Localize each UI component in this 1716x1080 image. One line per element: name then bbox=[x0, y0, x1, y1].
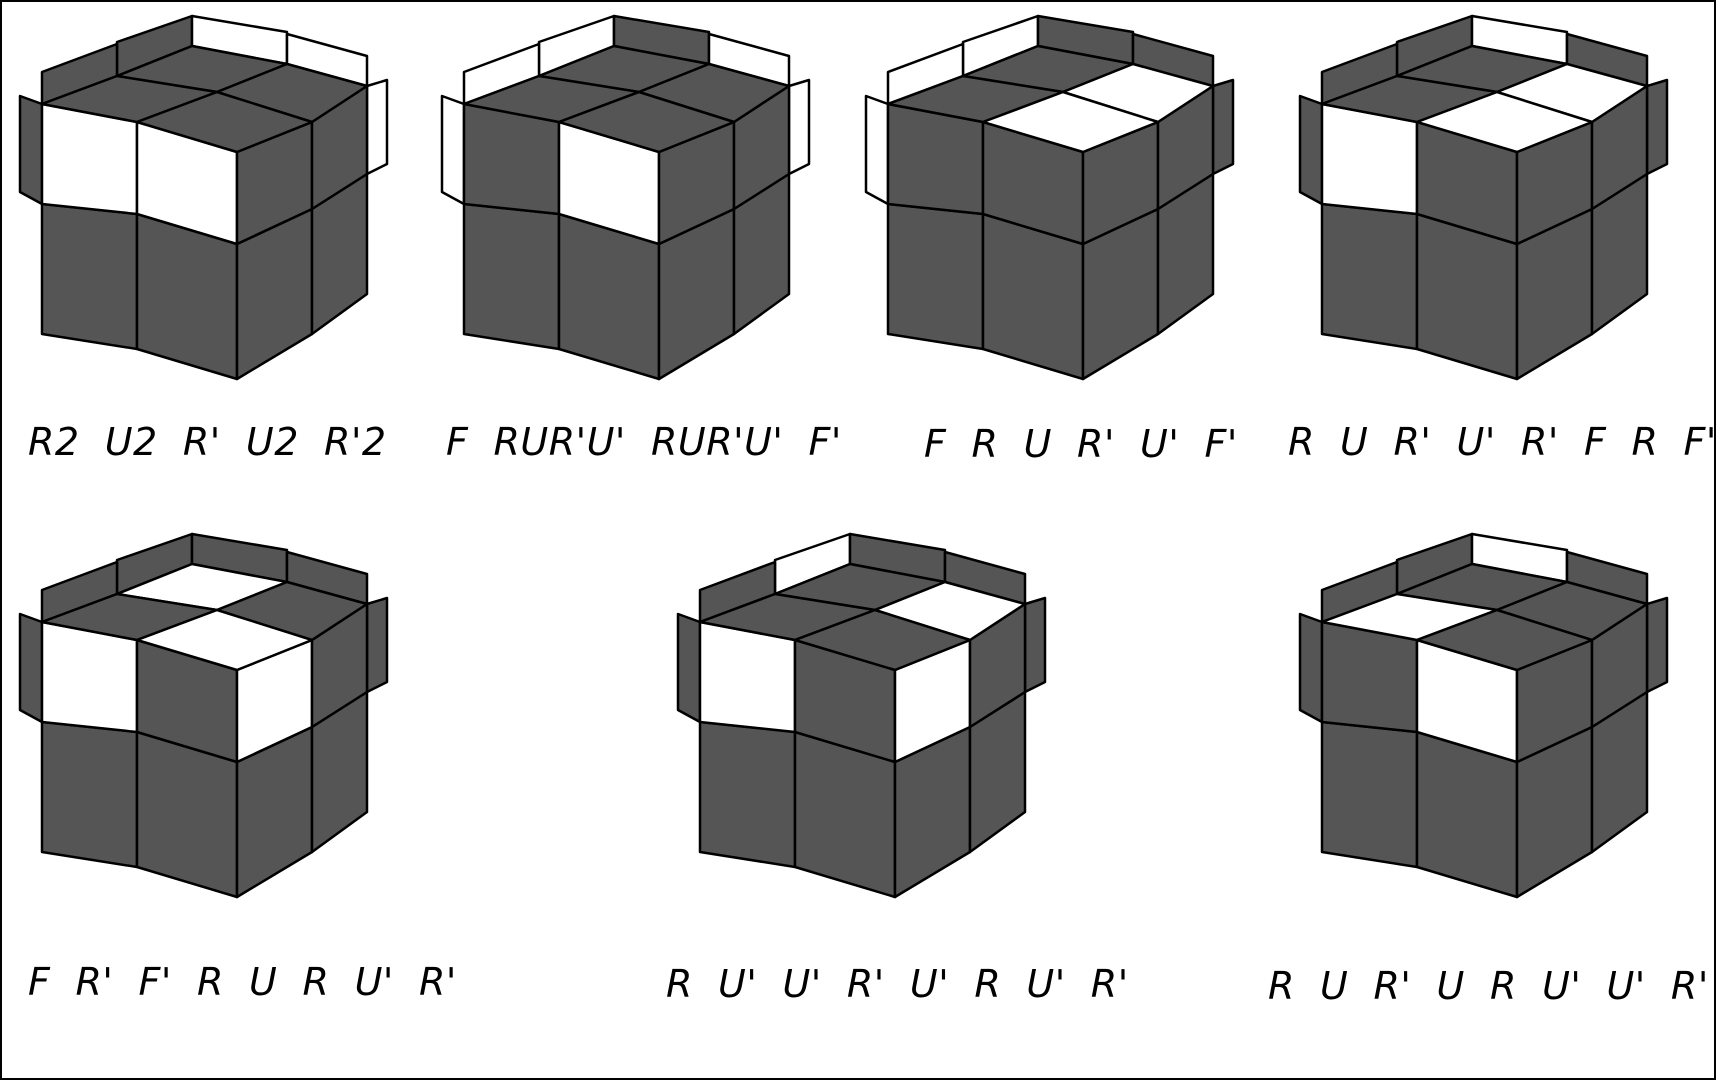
cube-1-top-sticker-4 bbox=[135, 90, 314, 154]
cube-1-side-bar-left-front bbox=[18, 94, 44, 206]
cube-1-lower-sticker-1 bbox=[40, 202, 139, 351]
cube-5-lower-sticker-1 bbox=[40, 720, 139, 869]
cube-1-side-bar-right-front bbox=[365, 78, 389, 176]
algorithm-label-6: R U' U' R' U' R U' R' bbox=[666, 962, 1129, 1006]
algorithm-label-5: F R' F' R U R U' R' bbox=[28, 960, 457, 1004]
cube-diagram-5 bbox=[18, 532, 389, 899]
cube-2-side-bar-right-front bbox=[787, 78, 811, 176]
cube-4-side-bar-right-front bbox=[1645, 78, 1669, 176]
cube-5-top-sticker-4 bbox=[135, 608, 314, 672]
cube-6-lower-sticker-1 bbox=[698, 720, 797, 869]
cube-2-top-sticker-4 bbox=[557, 90, 736, 154]
cube-4-side-bar-left-front bbox=[1298, 94, 1324, 206]
cube-7-side-bar-left-front bbox=[1298, 612, 1324, 724]
cube-3-lower-sticker-1 bbox=[886, 202, 985, 351]
cube-7-top-sticker-4 bbox=[1415, 608, 1594, 672]
cube-5-side-bar-right-front bbox=[365, 596, 389, 694]
cube-7-side-bar-right-front bbox=[1645, 596, 1669, 694]
cube-2-side-bar-left-front bbox=[440, 94, 466, 206]
cube-6-top-sticker-4 bbox=[793, 608, 972, 672]
algorithm-label-7: R U R' U R U' U' R' bbox=[1268, 964, 1709, 1008]
cube-diagram-6 bbox=[676, 532, 1047, 899]
cube-4-top-sticker-4 bbox=[1415, 90, 1594, 154]
algorithm-label-2: F RUR'U' RUR'U' F' bbox=[446, 420, 842, 464]
cube-3-side-bar-left-front bbox=[864, 94, 890, 206]
cube-3-top-sticker-4 bbox=[981, 90, 1160, 154]
algorithm-label-3: F R U R' U' F' bbox=[924, 422, 1238, 466]
cube-diagram-2 bbox=[440, 14, 811, 381]
cube-diagram-4 bbox=[1298, 14, 1669, 381]
cube-2-lower-sticker-1 bbox=[462, 202, 561, 351]
cube-diagram-7 bbox=[1298, 532, 1669, 899]
cube-7-lower-sticker-1 bbox=[1320, 720, 1419, 869]
algorithm-label-1: R2 U2 R' U2 R'2 bbox=[28, 420, 387, 464]
cube-6-side-bar-right-front bbox=[1023, 596, 1047, 694]
algorithm-label-4: R U R' U' R' F R F' bbox=[1288, 420, 1716, 464]
cube-diagram-1 bbox=[18, 14, 389, 381]
cube-5-side-bar-left-front bbox=[18, 612, 44, 724]
cube-diagram-3 bbox=[864, 14, 1235, 381]
cube-3-side-bar-right-front bbox=[1211, 78, 1235, 176]
cube-4-lower-sticker-1 bbox=[1320, 202, 1419, 351]
cube-6-side-bar-left-front bbox=[676, 612, 702, 724]
